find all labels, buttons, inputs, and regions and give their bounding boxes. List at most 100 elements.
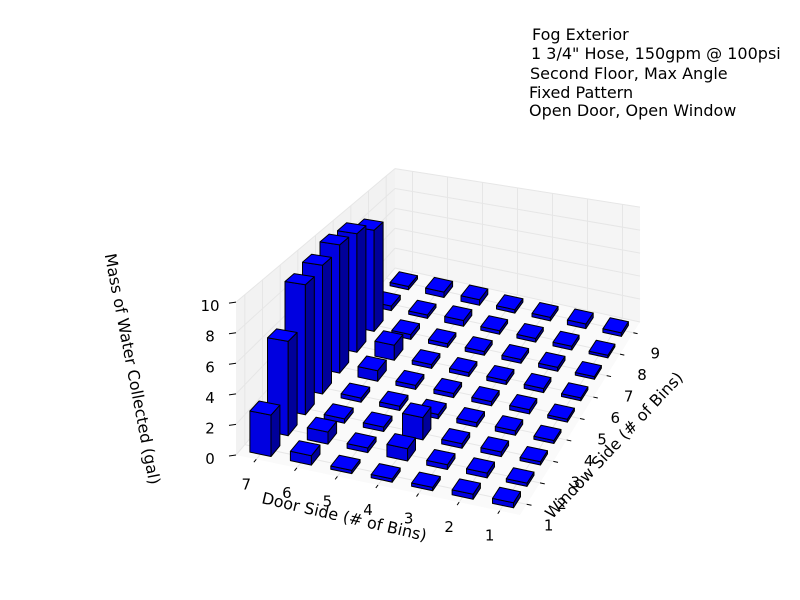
- bar-side-face: [339, 236, 350, 374]
- bar-door-4-window-9: [496, 294, 524, 314]
- bar-top-face: [552, 330, 580, 347]
- bar-top-face: [501, 344, 530, 360]
- bar-top-face: [411, 349, 441, 366]
- bar-door-5-window-7: [428, 328, 457, 348]
- bars: [249, 218, 629, 509]
- bar-top-face: [408, 299, 437, 316]
- bar-door-1-window-3: [519, 446, 548, 466]
- y-tick-mark: [593, 396, 598, 399]
- bar-top-face: [386, 433, 416, 450]
- y-tick-label: 1: [544, 516, 554, 534]
- y-tick-mark: [606, 375, 612, 378]
- z-tick-mark: [228, 332, 237, 335]
- bar-door-6-window-1: [289, 440, 321, 466]
- bar-door-5-window-6: [411, 349, 441, 369]
- bar-top-face: [480, 436, 510, 453]
- bar-front-face: [249, 410, 272, 457]
- bar-top-face: [441, 428, 471, 445]
- y-tick-label: 4: [584, 452, 594, 470]
- bar-top-face: [370, 463, 401, 480]
- bar-door-3-window-5: [471, 386, 500, 407]
- bar-door-5-window-3: [362, 411, 393, 432]
- y-tick-label: 3: [571, 473, 581, 491]
- bar-door-1-window-5: [547, 403, 575, 423]
- x-tick-label: 2: [444, 518, 454, 536]
- bar-door-5-window-1: [330, 454, 361, 475]
- bar-door-1-window-7: [574, 361, 602, 380]
- bar-top-face: [428, 328, 457, 345]
- bar-top-face: [486, 365, 515, 382]
- bar-top-face: [395, 369, 425, 386]
- z-axis-label: Mass of Water Collected (gal): [101, 252, 164, 486]
- bar-top-face: [411, 471, 441, 488]
- bar-top-face: [425, 276, 454, 293]
- grid-back-wall-horizontal: [394, 168, 641, 208]
- bar-door-2-window-5: [509, 394, 538, 415]
- bar-door-3-window-7: [501, 344, 530, 364]
- bar-top-face: [464, 336, 493, 353]
- bar-door-2-window-6: [523, 372, 552, 394]
- bar-top-face: [538, 351, 566, 368]
- y-tick-mark: [553, 460, 559, 463]
- bar-door-4-window-2: [386, 433, 416, 462]
- bar-top-face: [451, 478, 481, 495]
- bar-door-5-window-9: [460, 284, 489, 306]
- bar-door-1-window-9: [602, 317, 629, 337]
- bar-top-face: [337, 222, 367, 235]
- bar-door-6-window-5: [357, 355, 387, 382]
- bar-door-2-window-1: [451, 478, 481, 500]
- x-tick-mark: [456, 501, 460, 506]
- bar-side-face: [373, 221, 384, 332]
- bar-top-face: [496, 294, 524, 311]
- bar-door-3-window-3: [441, 428, 471, 449]
- y-tick-label: 6: [611, 409, 621, 427]
- annotation-line-1: Fog Exterior: [532, 25, 629, 44]
- bar-door-5-window-2: [346, 432, 377, 454]
- bar-door-3-window-1: [411, 471, 441, 492]
- bar-top-face: [267, 328, 298, 342]
- bar-top-face: [284, 273, 315, 286]
- bar-top-face: [449, 357, 478, 374]
- bar-door-4-window-3: [402, 402, 432, 441]
- z-tick-label: 6: [205, 358, 215, 376]
- bar-top-face: [289, 440, 321, 457]
- y-tick-mark: [619, 353, 625, 356]
- bar-door-2-window-3: [480, 436, 510, 458]
- bar-door-6-window-8: [408, 299, 437, 319]
- bar-door-4-window-7: [464, 336, 493, 356]
- bar-top-face: [492, 486, 521, 504]
- bar-top-face: [460, 284, 489, 301]
- z-tick-mark: [228, 393, 237, 396]
- y-tick-label: 7: [624, 388, 634, 406]
- bar-top-face: [346, 432, 377, 449]
- y-tick-label: 5: [597, 431, 607, 449]
- bar-door-3-window-6: [486, 365, 515, 385]
- bar-door-2-window-9: [566, 308, 594, 330]
- bar-door-4-window-6: [449, 357, 478, 377]
- bar-top-face: [561, 382, 589, 399]
- bar-door-2-window-7: [538, 351, 566, 372]
- x-tick-label: 6: [282, 484, 292, 502]
- grid-back-wall-horizontal: [394, 207, 641, 254]
- bar-side-face: [322, 256, 332, 395]
- bar-door-1-window-4: [533, 424, 562, 444]
- bar-door-6-window-6: [374, 330, 404, 361]
- bar-top-face: [302, 253, 332, 266]
- bar-top-face: [319, 233, 350, 246]
- y-tick-label: 8: [637, 366, 647, 384]
- bar-top-face: [426, 449, 456, 466]
- y-tick-label: 9: [651, 345, 661, 363]
- x-tick-label: 1: [485, 527, 495, 545]
- bar-door-1-window-2: [505, 467, 535, 487]
- y-tick-mark: [526, 503, 532, 506]
- z-tick-label: 4: [205, 389, 215, 407]
- z-tick-mark: [228, 362, 237, 365]
- bar-top-face: [509, 394, 538, 411]
- bar-top-face: [602, 317, 629, 334]
- bar-door-1-window-8: [588, 339, 616, 359]
- bar-door-5-window-8: [444, 305, 473, 327]
- annotation-line-5: Open Door, Open Window: [529, 101, 736, 120]
- bar-top-face: [330, 454, 361, 471]
- y-tick-mark: [539, 482, 545, 485]
- y-tick-mark: [633, 332, 638, 335]
